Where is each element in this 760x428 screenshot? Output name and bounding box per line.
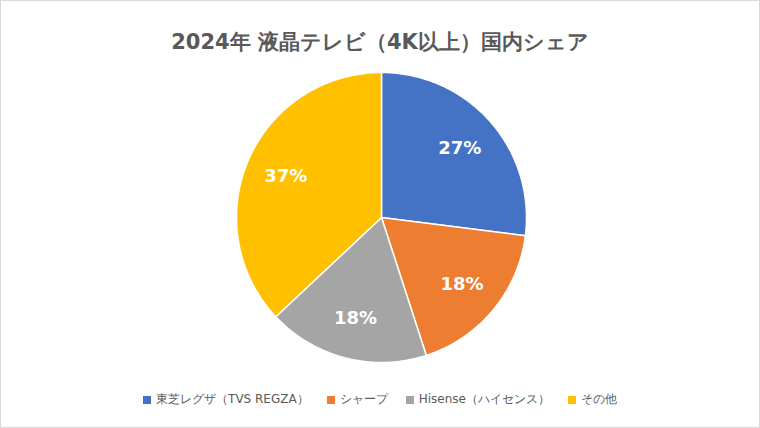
html-text:Hisense（ハイセンス）: Hisense（ハイセンス） bbox=[418, 392, 550, 406]
html-text:2024年 液晶テレビ（4K以上）国内シェア: 2024年 液晶テレビ（4K以上）国内シェア bbox=[171, 30, 589, 54]
svg-text:18%: 18% bbox=[334, 307, 377, 328]
svg-text:27%: 27% bbox=[438, 137, 481, 158]
html-text:東芝レグザ（TVS REGZA）: 東芝レグザ（TVS REGZA） bbox=[156, 392, 309, 406]
svg-text:37%: 37% bbox=[264, 165, 307, 186]
html-text:シャープ: シャープ bbox=[339, 392, 388, 406]
html-text:その他: その他 bbox=[580, 392, 617, 406]
svg-text:18%: 18% bbox=[440, 273, 483, 294]
